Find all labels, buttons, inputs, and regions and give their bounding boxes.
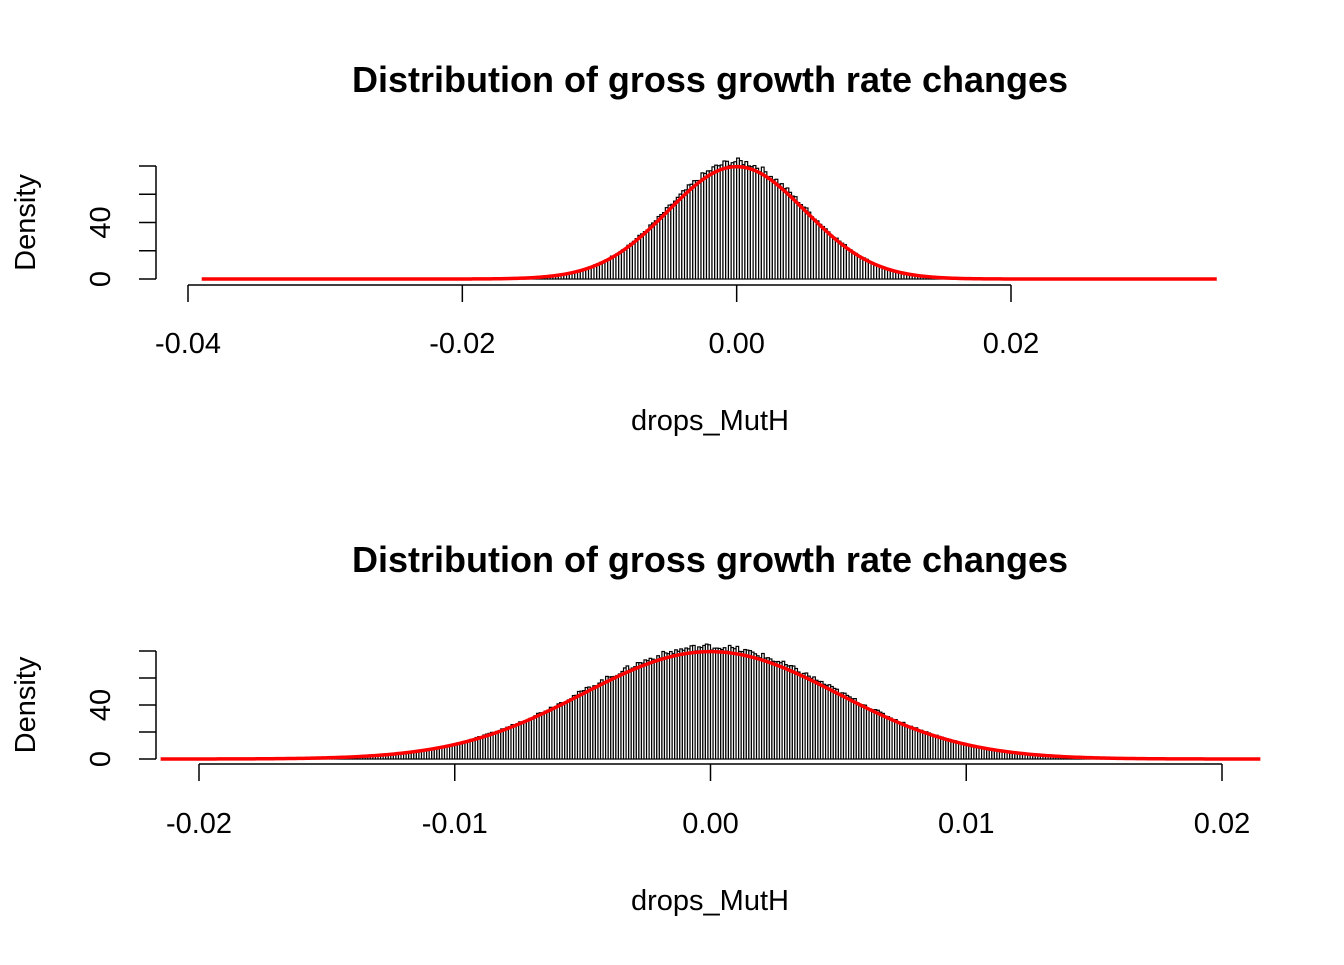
y-axis-title: Density bbox=[10, 656, 42, 753]
x-tick-label: -0.02 bbox=[166, 808, 232, 840]
chart-title: Distribution of gross growth rate change… bbox=[352, 59, 1068, 100]
x-axis-title: drops_MutH bbox=[631, 885, 789, 917]
chart-title: Distribution of gross growth rate change… bbox=[352, 539, 1068, 580]
chart-panel-2: Distribution of gross growth rate change… bbox=[10, 539, 1260, 917]
histogram-bars bbox=[207, 644, 1215, 759]
histogram-bars bbox=[468, 158, 1008, 279]
chart-panel-1: Distribution of gross growth rate change… bbox=[10, 59, 1217, 437]
x-tick-label: -0.02 bbox=[429, 328, 495, 360]
y-tick-label: 0 bbox=[85, 271, 117, 287]
x-axis: -0.02 -0.01 0.00 0.01 0.02 bbox=[166, 764, 1250, 840]
y-axis: 0 40 bbox=[85, 651, 156, 767]
x-tick-label: 0.00 bbox=[682, 808, 738, 840]
y-tick-label: 40 bbox=[85, 206, 117, 238]
x-tick-label: 0.01 bbox=[938, 808, 994, 840]
x-tick-label: 0.02 bbox=[983, 328, 1039, 360]
y-tick-label: 40 bbox=[85, 689, 117, 721]
y-axis: 0 40 bbox=[85, 166, 156, 287]
x-tick-label: 0.02 bbox=[1194, 808, 1250, 840]
x-axis-title: drops_MutH bbox=[631, 405, 789, 437]
x-tick-label: -0.04 bbox=[155, 328, 221, 360]
y-tick-label: 0 bbox=[85, 751, 117, 767]
x-axis: -0.04 -0.02 0.00 0.02 bbox=[155, 285, 1039, 360]
y-axis-title: Density bbox=[10, 174, 42, 271]
x-tick-label: 0.00 bbox=[708, 328, 764, 360]
x-tick-label: -0.01 bbox=[422, 808, 488, 840]
